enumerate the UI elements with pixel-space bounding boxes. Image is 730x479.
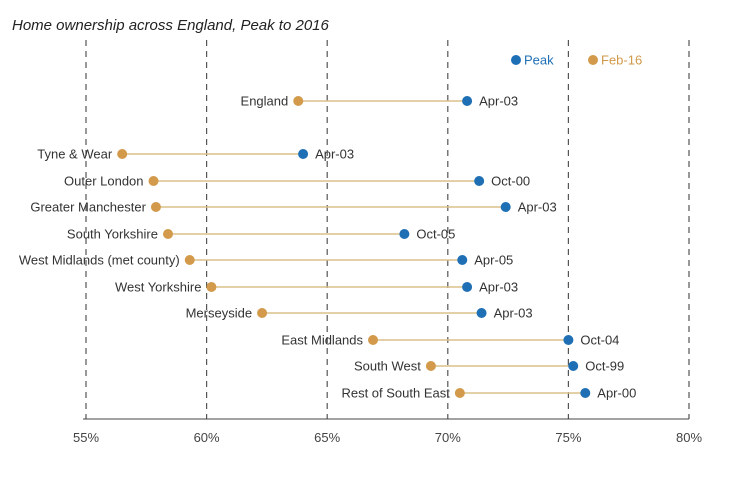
x-tick-label: 70% [435,430,461,445]
category-label: Outer London [64,174,144,189]
peak-date-label: Oct-00 [491,174,530,189]
peak-point [580,388,591,398]
category-label: West Midlands (met county) [19,253,180,268]
feb16-point [257,308,268,318]
peak-point [476,308,487,318]
category-label: Greater Manchester [30,200,146,215]
feb16-point [150,202,161,212]
category-label: England [241,94,289,109]
feb16-point [368,335,379,345]
x-tick-label: 65% [314,430,340,445]
peak-date-label: Apr-03 [479,280,518,295]
feb16-point [206,282,217,292]
peak-point [399,229,410,239]
peak-point [568,361,579,371]
category-label: West Yorkshire [115,280,201,295]
peak-point [462,282,473,292]
peak-date-label: Apr-00 [597,386,636,401]
feb16-point [148,176,159,186]
feb16-point [117,149,128,159]
category-label: East Midlands [281,333,363,348]
peak-date-label: Apr-03 [494,306,533,321]
feb16-point [293,96,304,106]
feb16-point [454,388,465,398]
peak-point [563,335,574,345]
feb16-point [184,255,195,265]
legend-marker [588,55,598,65]
peak-date-label: Oct-99 [585,359,624,374]
x-tick-label: 80% [676,430,702,445]
category-label: Merseyside [186,306,252,321]
x-tick-label: 55% [73,430,99,445]
peak-point [474,176,485,186]
feb16-point [425,361,436,371]
peak-point [500,202,511,212]
peak-date-label: Apr-03 [479,94,518,109]
category-label: South Yorkshire [67,227,158,242]
peak-date-label: Oct-05 [416,227,455,242]
peak-point [462,96,473,106]
legend-label: Peak [524,53,554,68]
peak-date-label: Apr-05 [474,253,513,268]
legend-label: Feb-16 [601,53,642,68]
peak-date-label: Apr-03 [315,147,354,162]
peak-point [298,149,309,159]
category-label: South West [354,359,421,374]
peak-date-label: Oct-04 [580,333,619,348]
x-tick-label: 60% [194,430,220,445]
legend-marker [511,55,521,65]
peak-point [457,255,468,265]
peak-date-label: Apr-03 [518,200,557,215]
x-tick-label: 75% [555,430,581,445]
category-label: Tyne & Wear [37,147,113,162]
chart-title: Home ownership across England, Peak to 2… [12,17,329,34]
category-label: Rest of South East [341,386,450,401]
feb16-point [163,229,174,239]
